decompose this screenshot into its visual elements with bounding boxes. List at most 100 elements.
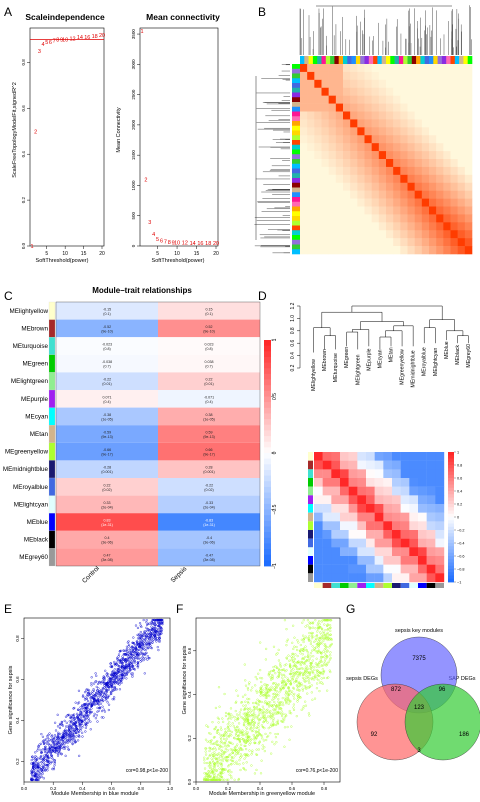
- scatter-f-point: [310, 684, 313, 687]
- scatter-e-point: [117, 653, 121, 656]
- scatter-e-point: [61, 739, 65, 743]
- tom-heatmap-cell: [421, 95, 430, 104]
- scatter-e-point: [89, 712, 92, 715]
- tom-heatmap-cell: [314, 206, 322, 215]
- heatmap-cell: [56, 390, 158, 408]
- scatter-f-point: [219, 737, 223, 741]
- scatter-f-point: [262, 694, 265, 697]
- scatter-e-point: [123, 664, 126, 668]
- tom-heatmap-cell: [450, 230, 458, 239]
- scatter-f-point: [274, 665, 277, 668]
- adjacency-col-swatch: [418, 583, 427, 588]
- scatter-e-point: [70, 717, 73, 720]
- scatter-f-point: [288, 693, 291, 696]
- scatter-e-point: [79, 706, 82, 709]
- scatter-f-point: [317, 674, 320, 677]
- scatter-e-point: [38, 776, 42, 779]
- adjacency-col-swatch: [322, 583, 332, 588]
- adjacency-heatmap-cell: [314, 547, 323, 557]
- scatter-f-point: [306, 655, 309, 658]
- panel-letter-d: D: [258, 289, 267, 303]
- adjacency-colorbar-label: 0.8: [457, 464, 462, 468]
- tom-heatmap-cell: [335, 127, 344, 136]
- scatter-f-point: [241, 733, 244, 737]
- scatter-e-ytick-label: 0.8: [15, 635, 20, 642]
- dendro-ytick-label: 0.2: [290, 364, 296, 371]
- scatter-f-point: [308, 685, 311, 688]
- scatter-f-point: [244, 714, 247, 718]
- adjacency-heatmap-cell: [348, 486, 358, 496]
- scatter-f-point: [222, 771, 225, 774]
- scatter-f-point: [261, 725, 265, 729]
- tom-heatmap-cell: [400, 87, 408, 96]
- scatter-e-point: [31, 768, 34, 771]
- scatter-e-point: [67, 713, 71, 716]
- adjacency-heatmap-cell: [348, 547, 358, 557]
- tom-heatmap-cell: [307, 238, 315, 247]
- adjacency-heatmap-cell: [366, 556, 375, 565]
- scatter-f-point: [302, 647, 306, 650]
- scatter-e-point: [74, 741, 77, 744]
- scatter-f-point: [310, 678, 314, 681]
- scatter-e-point: [94, 672, 97, 675]
- adjacency-heatmap-cell: [383, 512, 393, 522]
- adjacency-colorbar-segment: [448, 491, 454, 495]
- scatter-e-point: [147, 656, 151, 660]
- scatter-f-point: [280, 687, 283, 691]
- scatter-f-point: [277, 705, 281, 708]
- tom-heatmap-cell: [328, 71, 337, 81]
- scatter-e-point: [145, 646, 149, 649]
- scatter-e-point: [128, 655, 131, 659]
- scatter-e-point: [31, 761, 35, 765]
- tom-color-bar-top: [343, 56, 348, 64]
- scatter-e-point: [133, 656, 137, 659]
- tom-heatmap-cell: [450, 174, 458, 184]
- adjacency-heatmap-cell: [418, 564, 427, 574]
- tom-heatmap-cell: [300, 246, 308, 255]
- tom-heatmap-cell: [357, 166, 365, 176]
- adjacency-colorbar-label: −1: [457, 581, 461, 585]
- scatter-e-point: [130, 672, 133, 675]
- scatter-f-point: [309, 652, 313, 655]
- scatter-f-point: [322, 639, 325, 642]
- scatter-e-point: [40, 769, 43, 772]
- scatter-e-point: [94, 680, 97, 683]
- scatter-e-point: [71, 742, 74, 746]
- tom-heatmap-cell: [400, 222, 408, 231]
- adjacency-colorbar-segment: [448, 543, 454, 547]
- heatmap-module-swatch: [48, 513, 56, 531]
- tom-color-bar-top: [459, 56, 464, 64]
- scatter-f-point: [247, 683, 251, 686]
- adjacency-colorbar-segment: [448, 523, 454, 528]
- scatter-e-point: [76, 715, 79, 718]
- tom-heatmap-cell: [386, 246, 394, 255]
- tom-heatmap-cell: [450, 135, 458, 144]
- scatter-f-point: [292, 686, 295, 689]
- tom-heatmap-cell: [450, 79, 458, 89]
- scatter-e-point: [46, 757, 49, 760]
- tom-heatmap-cell: [457, 246, 466, 255]
- tom-heatmap-cell: [393, 103, 401, 112]
- heatmap-cell-label: 0.52: [206, 325, 213, 329]
- scatter-f-point: [284, 696, 287, 699]
- tom-heatmap-cell: [436, 238, 444, 247]
- scatter-e-point: [138, 646, 142, 649]
- tom-heatmap-cell: [393, 135, 401, 144]
- venn-count-left-top: 872: [391, 687, 402, 693]
- tom-heatmap-cell: [335, 206, 344, 215]
- adjacency-colorbar-segment: [448, 487, 454, 492]
- tom-heatmap-cell: [321, 174, 329, 184]
- scatter-e-point: [129, 647, 132, 650]
- tom-heatmap-cell: [400, 135, 408, 144]
- tom-heatmap-cell: [400, 246, 408, 255]
- tom-heatmap-cell: [414, 222, 423, 231]
- scatter-e-point: [120, 673, 123, 677]
- heatmap-cell-label: (2e-04): [101, 505, 113, 509]
- scatter-f-point: [282, 703, 285, 707]
- scatter-f-point: [247, 714, 251, 717]
- tom-heatmap-cell: [450, 87, 458, 96]
- heatmap-colorbar-segment: [264, 356, 271, 363]
- scatter-e-point: [48, 761, 51, 764]
- scatter-e-point: [91, 690, 94, 693]
- adjacency-heatmap-cell: [392, 573, 401, 583]
